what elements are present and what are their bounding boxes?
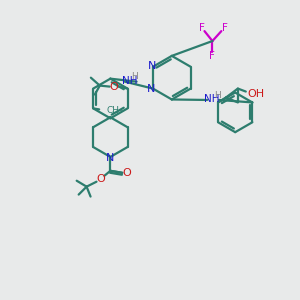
Text: N: N <box>148 61 156 71</box>
Text: NH: NH <box>122 76 137 85</box>
Text: H: H <box>214 91 220 100</box>
Text: F: F <box>199 23 205 33</box>
Text: O: O <box>123 168 132 178</box>
Text: F: F <box>209 51 215 61</box>
Text: CH₃: CH₃ <box>106 106 123 115</box>
Text: NH: NH <box>204 94 220 104</box>
Text: N: N <box>147 84 155 94</box>
Text: O: O <box>109 82 118 92</box>
Text: N: N <box>106 153 115 163</box>
Text: O: O <box>96 174 105 184</box>
Text: F: F <box>222 23 228 33</box>
Text: OH: OH <box>247 88 264 98</box>
Text: H: H <box>131 72 138 81</box>
